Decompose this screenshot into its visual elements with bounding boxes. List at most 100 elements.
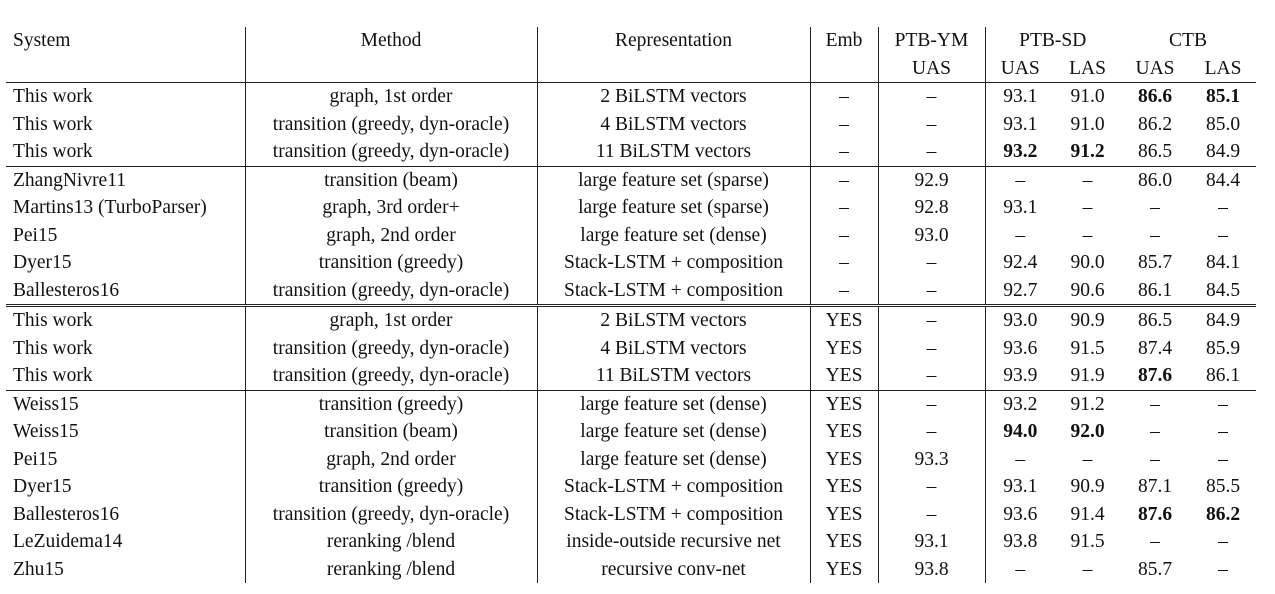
cell-emb: – [810,249,879,277]
cell-ctb-uas: 87.6 [1137,503,1173,525]
table-row: This work transition (greedy, dyn-oracle)… [6,138,1256,166]
cell-emb: – [810,138,879,166]
table-row: ZhangNivre11 transition (beam) large featu… [6,165,1256,194]
cell-ptb-ym-uas: – [878,418,986,446]
header-representation: Representation [537,27,811,55]
cell-ptb-sd-uas: 94.0 [1003,421,1038,442]
cell-method: graph, 3rd order+ [245,194,538,222]
cell-representation: inside-outside recursive net [537,528,811,556]
cell-ctb-las: 84.9 [1190,304,1256,335]
cell-ctb-uas: 87.6 [1137,365,1173,386]
table-row: This work graph, 1st order 2 BiLSTM vector… [6,304,1256,335]
cell-ptb-sd-uas: 92.4 [1003,252,1038,273]
cell-ptb-sd-las: 90.9 [1055,304,1120,335]
cell-system: Zhu15 [6,555,246,583]
header-ptb-sd-uas: UAS [1000,57,1040,79]
cell-method: reranking /blend [245,555,538,583]
cell-system: Pei15 [6,445,246,473]
cell-ctb-las: 85.5 [1205,476,1241,497]
cell-system: Pei15 [6,221,246,249]
cell-ptb-sd-las: 91.4 [1070,503,1105,525]
cell-ptb-sd-uas: 93.1 [1003,476,1038,497]
cell-system: Dyer15 [6,473,246,501]
cell-system: Ballesteros16 [6,276,246,306]
table-row: Dyer15 transition (greedy) Stack-LSTM + co… [6,249,1256,277]
cell-representation: large feature set (dense) [537,418,811,446]
cell-ptb-sd-las: 91.0 [1055,82,1120,111]
cell-ptb-sd-uas: 93.1 [985,82,1055,111]
cell-ptb-ym-uas: – [878,110,986,138]
cell-ptb-ym-uas: 93.3 [878,445,986,473]
cell-emb: – [810,165,879,194]
cell-method: transition (greedy, dyn-oracle) [245,138,538,166]
results-table: System Method Representation Emb PTB-YM … [6,27,1256,583]
table-row: Pei15 graph, 2nd order large feature set (… [6,221,1256,249]
cell-ptb-ym-uas: 92.8 [878,194,986,222]
cell-ptb-sd-las: 91.0 [1070,113,1105,135]
cell-method: reranking /blend [245,528,538,556]
table-row: Ballesteros16 transition (greedy, dyn-ora… [6,276,1256,306]
cell-ptb-ym-uas: – [878,138,986,166]
cell-ptb-sd-las: 91.9 [1070,365,1105,386]
cell-ctb-uas: 86.5 [1137,141,1173,162]
cell-emb: – [810,276,879,306]
cell-representation: recursive conv-net [537,555,811,583]
cell-ptb-sd-uas: 93.9 [1003,365,1038,386]
cell-ptb-sd-las: – [1082,448,1093,470]
cell-ptb-sd-las: 90.0 [1070,252,1105,273]
cell-representation: Stack-LSTM + composition [537,473,811,501]
cell-ptb-sd-las: 92.0 [1070,421,1105,442]
cell-ctb-las: 86.2 [1205,503,1241,525]
cell-ptb-sd-uas: 93.6 [1003,337,1038,359]
cell-ptb-sd-las: 90.9 [1070,476,1105,497]
cell-representation: Stack-LSTM + composition [537,249,811,277]
cell-ptb-ym-uas: – [878,473,986,501]
cell-system: This work [6,334,246,362]
cell-ptb-sd-uas: – [985,165,1055,194]
table-row: Ballesteros16 transition (greedy, dyn-ora… [6,500,1256,528]
cell-system: Dyer15 [6,249,246,277]
cell-ctb-las: 84.4 [1190,165,1256,194]
cell-ptb-sd-uas: – [1015,558,1026,580]
cell-ptb-ym-uas: 93.8 [878,555,986,583]
cell-method: transition (greedy, dyn-oracle) [245,110,538,138]
cell-ctb-uas: 87.1 [1137,476,1173,497]
cell-representation: large feature set (dense) [537,221,811,249]
cell-ptb-sd-las: – [1082,558,1093,580]
cell-emb: YES [810,473,879,501]
header-ptb-ym: PTB-YM [878,27,986,55]
cell-ptb-ym-uas: – [878,249,986,277]
header-ctb-las: LAS [1204,57,1242,79]
cell-ptb-ym-uas: 92.9 [878,165,986,194]
header-ptb-sd-las: LAS [1069,57,1106,79]
cell-system: This work [6,82,246,111]
cell-ctb-uas: – [1150,197,1160,218]
cell-representation: 4 BiLSTM vectors [537,334,811,362]
cell-emb: YES [810,555,879,583]
cell-ptb-sd-uas: – [1015,448,1026,470]
header-emb: Emb [810,27,879,55]
header-ctb: CTB [1169,30,1207,51]
cell-method: transition (greedy) [245,473,538,501]
cell-ctb-las: – [1218,224,1228,246]
table-row: Weiss15 transition (greedy) large feature … [6,389,1256,418]
cell-representation: large feature set (dense) [537,445,811,473]
cell-method: transition (beam) [245,165,538,194]
cell-representation: 11 BiLSTM vectors [537,138,811,166]
table-body: This work graph, 1st order 2 BiLSTM vector… [6,82,1256,583]
cell-representation: 4 BiLSTM vectors [537,110,811,138]
cell-ptb-sd-las: 91.5 [1070,337,1105,359]
cell-ptb-sd-las: 91.2 [1070,141,1105,162]
cell-ctb-las: 84.9 [1205,141,1241,162]
cell-ptb-sd-uas: 93.8 [1003,531,1038,552]
cell-method: transition (beam) [245,418,538,446]
header-spacer [245,54,538,83]
header-row-2: UAS UAS LAS UAS LAS [6,54,1256,83]
cell-ptb-sd-las: – [1082,197,1093,218]
cell-ctb-uas: – [1150,224,1160,246]
cell-ptb-sd-las: – [1082,224,1093,246]
cell-ctb-las: – [1218,197,1228,218]
cell-ptb-ym-uas: – [878,362,986,390]
cell-system: ZhangNivre11 [6,165,246,194]
cell-system: Weiss15 [6,418,246,446]
